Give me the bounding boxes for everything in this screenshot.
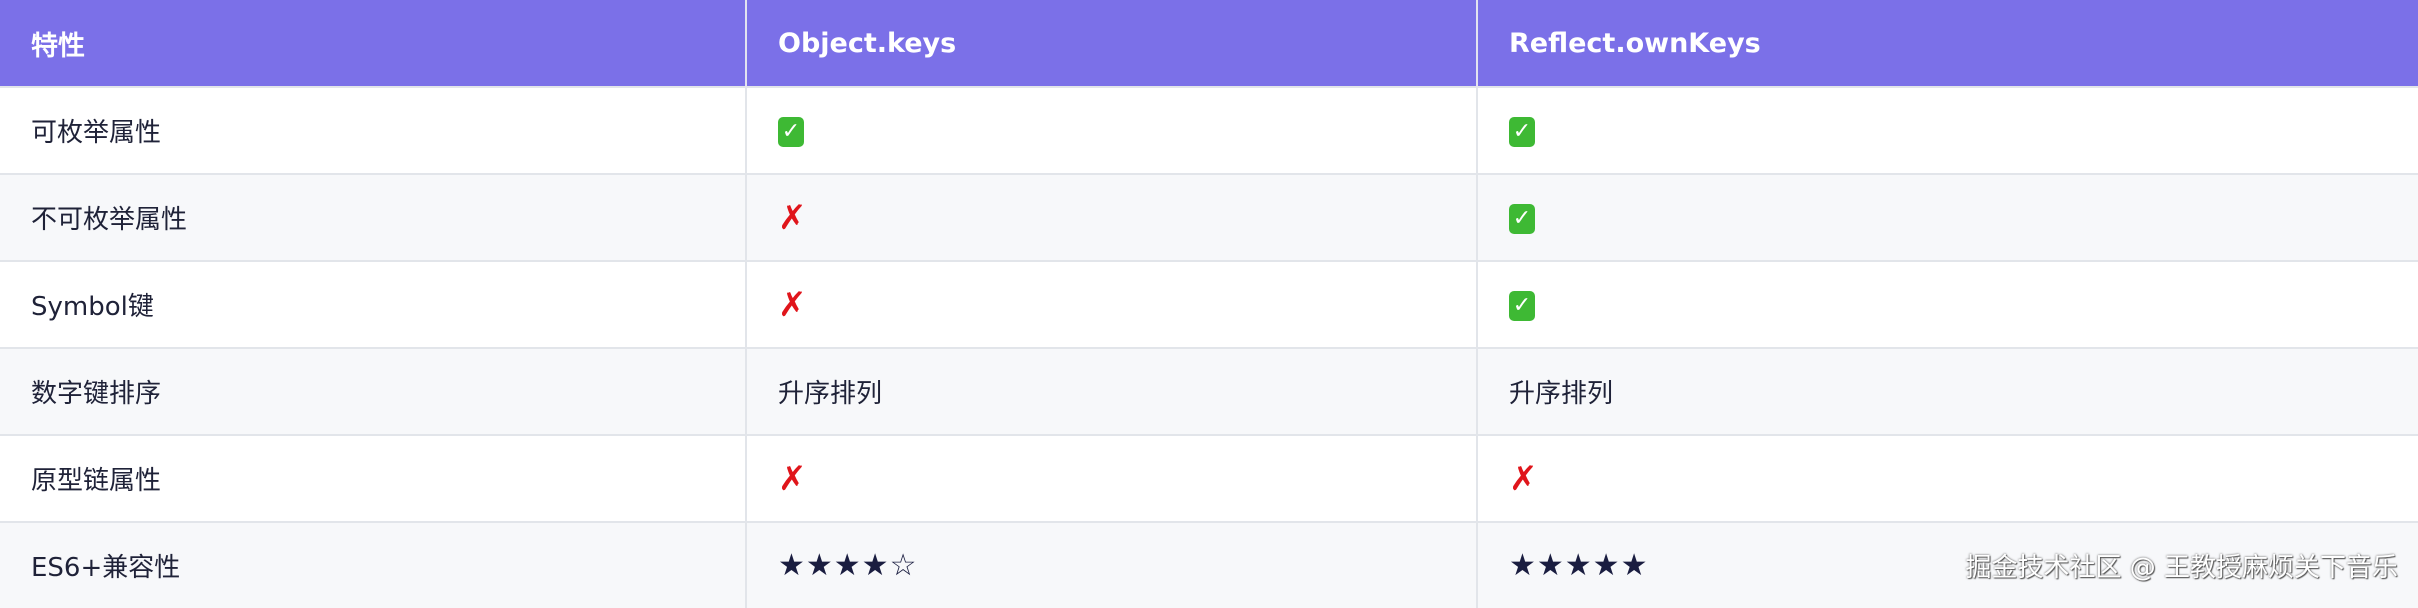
table-row: ES6+兼容性 ★★★★☆ ★★★★★ — [0, 521, 2418, 608]
header-row: 特性 Object.keys Reflect.ownKeys — [0, 0, 2418, 87]
table-row: Symbol键 ✗ ✓ — [0, 260, 2418, 348]
check-icon: ✓ — [1509, 116, 1535, 147]
object-keys-cell: ✗ — [746, 260, 1478, 348]
feature-cell: 数字键排序 — [0, 347, 747, 435]
table-row: 原型链属性 ✗ ✗ — [0, 434, 2418, 522]
feature-cell: Symbol键 — [0, 260, 747, 348]
feature-cell: ES6+兼容性 — [0, 521, 747, 608]
check-icon: ✓ — [1509, 203, 1535, 234]
reflect-ownkeys-cell: ✓ — [1477, 260, 2418, 348]
object-keys-cell: ★★★★☆ — [746, 521, 1478, 608]
reflect-ownkeys-cell: ★★★★★ — [1477, 521, 2418, 608]
cross-icon: ✗ — [778, 197, 807, 238]
table-row: 可枚举属性 ✓ ✓ — [0, 86, 2418, 174]
table-row: 不可枚举属性 ✗ ✓ — [0, 173, 2418, 261]
header-reflect-ownkeys: Reflect.ownKeys — [1477, 0, 2418, 87]
reflect-ownkeys-cell: 升序排列 — [1477, 347, 2418, 435]
watermark: 掘金技术社区 @ 王教授麻烦关下音乐 — [1965, 553, 2398, 583]
feature-cell: 原型链属性 — [0, 434, 747, 522]
cell-text: 升序排列 — [778, 379, 883, 409]
object-keys-cell: ✗ — [746, 173, 1478, 261]
cross-icon: ✗ — [778, 458, 807, 499]
reflect-ownkeys-cell: ✗ — [1477, 434, 2418, 522]
reflect-ownkeys-cell: ✓ — [1477, 86, 2418, 174]
cross-icon: ✗ — [778, 284, 807, 325]
check-icon: ✓ — [778, 116, 804, 147]
star-rating: ★★★★★ — [1509, 548, 1649, 583]
header-object-keys: Object.keys — [746, 0, 1478, 87]
object-keys-cell: ✓ — [746, 86, 1478, 174]
table-row: 数字键排序 升序排列 升序排列 — [0, 347, 2418, 435]
reflect-ownkeys-cell: ✓ — [1477, 173, 2418, 261]
cell-text: 升序排列 — [1509, 379, 1614, 409]
header-feature: 特性 — [0, 0, 747, 87]
check-icon: ✓ — [1509, 290, 1535, 321]
feature-cell: 不可枚举属性 — [0, 173, 747, 261]
object-keys-cell: 升序排列 — [746, 347, 1478, 435]
object-keys-cell: ✗ — [746, 434, 1478, 522]
feature-cell: 可枚举属性 — [0, 86, 747, 174]
cross-icon: ✗ — [1509, 458, 1538, 499]
star-rating: ★★★★☆ — [778, 548, 918, 583]
